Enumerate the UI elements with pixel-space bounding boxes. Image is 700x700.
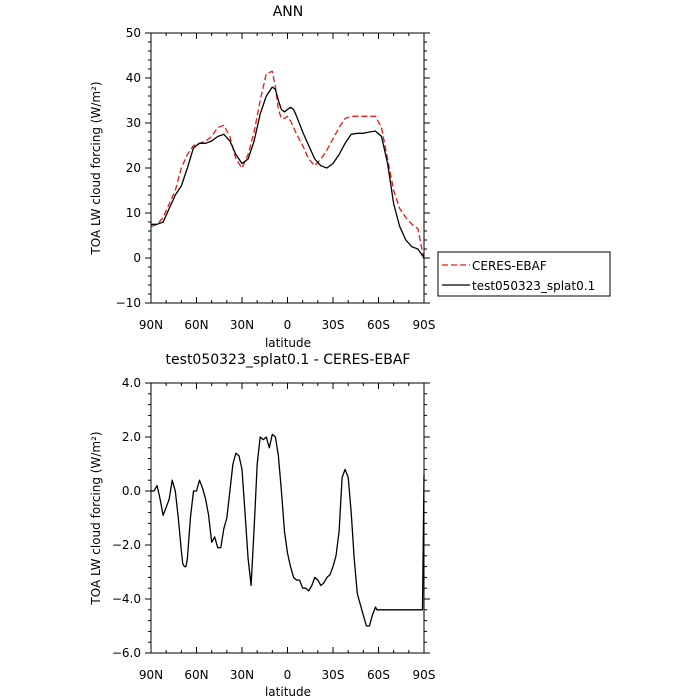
top-panel: ANN TOA LW cloud forcing (W/m²) latitude… — [89, 4, 435, 350]
bottom-panel-x-axis-label: latitude — [265, 685, 311, 699]
top-x-tick-label: 90S — [413, 318, 436, 332]
top-panel-frame — [150, 32, 425, 304]
top-x-tick-label: 60S — [367, 318, 390, 332]
bottom-y-tick-label: −2.0 — [112, 538, 141, 552]
bottom-y-tick-label: −6.0 — [112, 646, 141, 660]
top-panel-x-axis-label: latitude — [265, 336, 311, 350]
top-x-tick-label: 60N — [184, 318, 208, 332]
top-y-tick-label: 10 — [126, 206, 141, 220]
top-panel-series — [150, 70, 425, 261]
bottom-panel-y-axis-label: TOA LW cloud forcing (W/m²) — [89, 431, 103, 605]
top-y-tick-label: 0 — [133, 251, 141, 265]
legend: CERES-EBAF test050323_splat0.1 — [437, 251, 611, 297]
bottom-x-tick-label: 90S — [413, 668, 436, 682]
legend-box — [437, 251, 611, 297]
top-panel-y-axis-label: TOA LW cloud forcing (W/m²) — [89, 81, 103, 255]
bottom-x-tick-label: 60N — [184, 668, 208, 682]
top-y-tick-label: 50 — [126, 26, 141, 40]
bottom-x-tick-label: 90N — [139, 668, 163, 682]
top-panel-title: ANN — [273, 4, 304, 20]
bottom-y-tick-label: −4.0 — [112, 592, 141, 606]
bottom-panel-series — [151, 433, 425, 627]
bottom-y-tick-label: 2.0 — [122, 430, 141, 444]
top-x-tick-label: 30N — [230, 318, 254, 332]
bottom-panel: test050323_splat0.1 - CERES-EBAF TOA LW … — [89, 352, 435, 699]
top-y-tick-label: 20 — [126, 161, 141, 175]
bottom-series-line-difference — [151, 433, 425, 627]
bottom-x-tick-label: 60S — [367, 668, 390, 682]
bottom-x-tick-label: 30N — [230, 668, 254, 682]
bottom-y-tick-label: 4.0 — [122, 376, 141, 390]
top-x-tick-label: 90N — [139, 318, 163, 332]
bottom-panel-title: test050323_splat0.1 - CERES-EBAF — [166, 352, 411, 368]
top-x-tick-label: 30S — [322, 318, 345, 332]
top-y-tick-label: 30 — [126, 116, 141, 130]
legend-label-ceres: CERES-EBAF — [472, 259, 547, 273]
top-series-line-ceres-ebaf — [150, 70, 425, 261]
top-y-tick-label: 40 — [126, 71, 141, 85]
top-series-line-test050323-splat0-1 — [151, 86, 425, 259]
top-panel-ticks: 90N 60N 30N 0 30S 60S 90S −10 0 10 20 30 40 50 — [116, 26, 436, 332]
bottom-x-tick-label: 30S — [322, 668, 345, 682]
bottom-x-tick-label: 0 — [284, 668, 292, 682]
bottom-panel-ticks: 90N 60N 30N 0 30S 60S 90S −6.0 −4.0 −2.0 0.0 2.0 4.0 — [112, 376, 436, 682]
legend-label-model: test050323_splat0.1 — [472, 279, 595, 293]
bottom-panel-frame — [150, 382, 425, 654]
top-x-tick-label: 0 — [284, 318, 292, 332]
bottom-y-tick-label: 0.0 — [122, 484, 141, 498]
top-y-tick-label: −10 — [116, 296, 141, 310]
